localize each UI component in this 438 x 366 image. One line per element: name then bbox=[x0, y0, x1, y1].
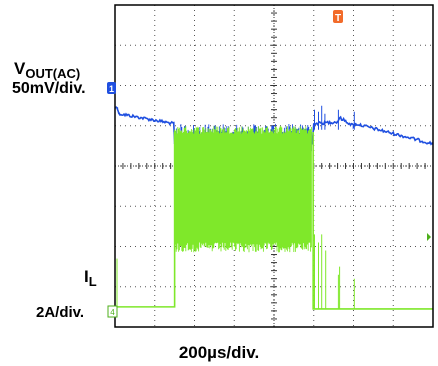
trigger-marker: T bbox=[333, 10, 343, 24]
traces bbox=[114, 105, 434, 310]
vout-label-sub: OUT(AC) bbox=[25, 66, 81, 81]
il-label-sub: L bbox=[88, 274, 97, 289]
ch1-marker: 1 bbox=[107, 82, 116, 94]
il-switching-band bbox=[174, 126, 312, 253]
il-trace-tail bbox=[312, 131, 433, 310]
il-transient-spikes bbox=[314, 234, 355, 309]
vout-channel-label: VOUT(AC) bbox=[14, 60, 80, 83]
vout-label-main: V bbox=[14, 59, 26, 78]
plot-frame bbox=[114, 4, 434, 328]
il-label-main: I bbox=[84, 267, 89, 286]
vout-transient-spikes bbox=[314, 105, 355, 130]
trigger-marker-label: T bbox=[335, 13, 341, 24]
vout-scale-label: 50mV/div. bbox=[12, 80, 86, 97]
ch1-marker-label: 1 bbox=[109, 84, 114, 94]
il-scale-label: 2A/div. bbox=[36, 304, 85, 321]
ch4-right-arrow bbox=[427, 233, 431, 241]
il-channel-label: IL bbox=[84, 268, 97, 291]
ch4-marker-label: 4 bbox=[110, 308, 115, 317]
ch4-marker: 4 bbox=[107, 305, 118, 318]
x-axis-timebase-label: 200µs/div. bbox=[178, 343, 260, 362]
